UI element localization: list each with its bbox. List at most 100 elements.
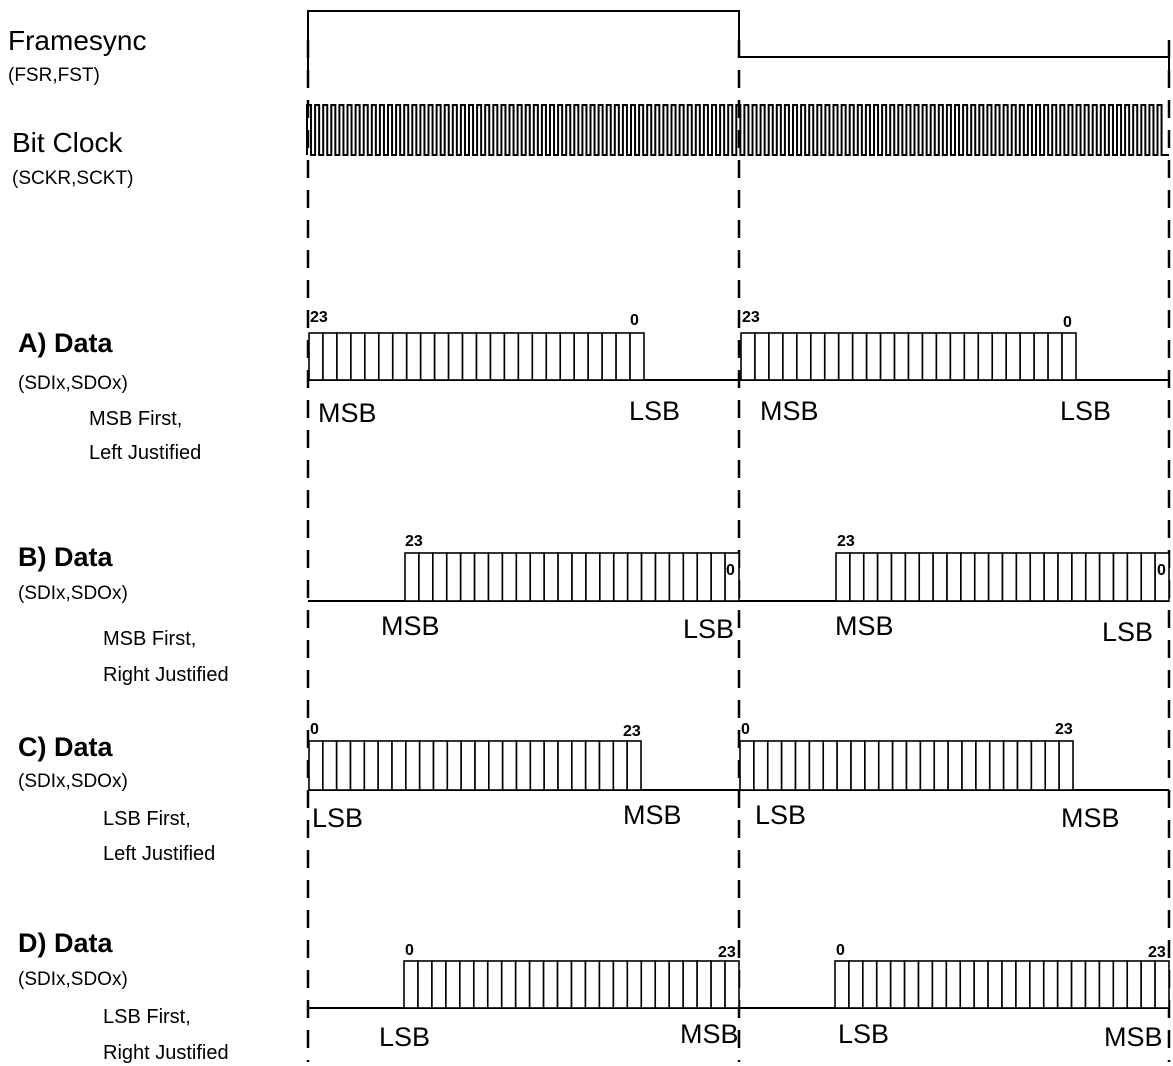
bit-cell bbox=[626, 960, 643, 1009]
first-bit-label: MSB bbox=[318, 398, 377, 428]
bit-cell bbox=[710, 552, 726, 602]
bit-cell bbox=[528, 960, 545, 1009]
bit-cell bbox=[418, 552, 434, 602]
bit-cell bbox=[905, 740, 922, 791]
bit-number-last: 23 bbox=[623, 723, 641, 740]
bit-cell bbox=[474, 740, 490, 791]
bit-cell bbox=[904, 552, 921, 602]
bit-cell bbox=[754, 332, 770, 381]
bit-cell bbox=[796, 332, 812, 381]
bit-cell bbox=[503, 332, 520, 381]
bit-number-first: 0 bbox=[405, 942, 414, 959]
bit-cell bbox=[336, 332, 352, 381]
bit-cell bbox=[848, 960, 864, 1009]
data-waveform-d bbox=[308, 960, 1170, 1009]
bitclock-label: Bit Clock bbox=[12, 127, 123, 158]
bit-number-last: 23 bbox=[1148, 944, 1166, 961]
bit-cell bbox=[531, 332, 548, 381]
bit-cell bbox=[1044, 740, 1060, 791]
bitclock-pins: (SCKR,SCKT) bbox=[12, 168, 133, 189]
bit-cell bbox=[364, 332, 380, 381]
bit-cell bbox=[377, 332, 394, 381]
bit-cell bbox=[432, 740, 449, 791]
bit-cell bbox=[918, 552, 934, 602]
bit-cell bbox=[973, 960, 989, 1009]
bit-cell bbox=[545, 332, 562, 381]
bit-number-first: 0 bbox=[836, 942, 845, 959]
bit-cell bbox=[875, 960, 892, 1009]
bit-cell bbox=[668, 552, 685, 602]
row-justification: Right Justified bbox=[103, 1042, 229, 1064]
bit-cell bbox=[890, 552, 907, 602]
bit-number-last: 0 bbox=[1157, 562, 1166, 579]
bit-cell bbox=[349, 740, 366, 791]
bit-cell bbox=[1112, 552, 1129, 602]
bit-cell bbox=[932, 552, 948, 602]
bit-cell bbox=[851, 332, 868, 381]
bit-cell bbox=[1029, 552, 1045, 602]
bit-cell bbox=[489, 332, 506, 381]
bit-cell bbox=[766, 740, 783, 791]
bit-cell bbox=[1098, 552, 1115, 602]
bit-cell bbox=[991, 332, 1008, 381]
bit-cell bbox=[573, 332, 589, 381]
bit-cell bbox=[809, 332, 826, 381]
bit-cell bbox=[433, 332, 450, 381]
bit-cell bbox=[612, 740, 628, 791]
bit-cell bbox=[1001, 552, 1018, 602]
bit-cell bbox=[1140, 960, 1156, 1009]
row-order: MSB First, bbox=[103, 628, 196, 650]
bit-cell bbox=[668, 960, 684, 1009]
row-pins: (SDIx,SDOx) bbox=[18, 583, 128, 604]
bit-cell bbox=[654, 552, 671, 602]
row-title: B) Data bbox=[18, 542, 113, 572]
bit-cell bbox=[1029, 960, 1045, 1009]
bit-cell bbox=[782, 332, 798, 381]
bit-number-first: 23 bbox=[837, 533, 855, 550]
bit-cell bbox=[459, 552, 476, 602]
bit-number-last: 0 bbox=[1063, 314, 1072, 331]
bit-cell bbox=[977, 332, 994, 381]
bit-cell bbox=[862, 552, 879, 602]
bit-cell bbox=[391, 332, 408, 381]
bit-cell bbox=[473, 552, 490, 602]
bit-cell bbox=[823, 332, 840, 381]
last-bit-label: LSB bbox=[1102, 617, 1153, 647]
first-bit-label: LSB bbox=[379, 1022, 430, 1052]
bit-cell bbox=[1016, 740, 1033, 791]
row-a: A) Data (SDIx,SDOx) MSB First, Left Just… bbox=[18, 309, 1169, 464]
bit-cell bbox=[446, 740, 462, 791]
bit-cell bbox=[486, 960, 503, 1009]
bit-cell bbox=[1056, 960, 1073, 1009]
bit-cell bbox=[724, 552, 740, 602]
bit-cell bbox=[822, 740, 838, 791]
last-bit-label: MSB bbox=[623, 800, 682, 830]
row-justification: Left Justified bbox=[89, 442, 201, 464]
bit-cell bbox=[740, 332, 756, 381]
bit-cell bbox=[1058, 740, 1074, 791]
row-order: MSB First, bbox=[89, 408, 182, 430]
bit-cell bbox=[931, 960, 948, 1009]
row-title: A) Data bbox=[18, 328, 113, 358]
row-pins: (SDIx,SDOx) bbox=[18, 771, 128, 792]
bit-cell bbox=[445, 552, 462, 602]
bit-cell bbox=[377, 740, 393, 791]
bit-cell bbox=[447, 332, 464, 381]
bit-number-first: 23 bbox=[405, 533, 423, 550]
bit-cell bbox=[724, 960, 740, 1009]
data-waveform-b bbox=[308, 552, 1170, 602]
bit-cell bbox=[417, 960, 433, 1009]
bit-cell bbox=[935, 332, 952, 381]
last-bit-label: LSB bbox=[683, 614, 734, 644]
bit-cell bbox=[514, 960, 531, 1009]
bit-cell bbox=[542, 960, 559, 1009]
bit-cell bbox=[893, 332, 910, 381]
bit-cell bbox=[1084, 960, 1101, 1009]
bit-cell bbox=[529, 552, 545, 602]
framesync-pins: (FSR,FST) bbox=[8, 65, 100, 86]
last-bit-label: LSB bbox=[629, 396, 680, 426]
row-pins: (SDIx,SDOx) bbox=[18, 373, 128, 394]
bit-cell bbox=[571, 552, 587, 602]
row-pins: (SDIx,SDOx) bbox=[18, 969, 128, 990]
bit-cell bbox=[1015, 960, 1031, 1009]
